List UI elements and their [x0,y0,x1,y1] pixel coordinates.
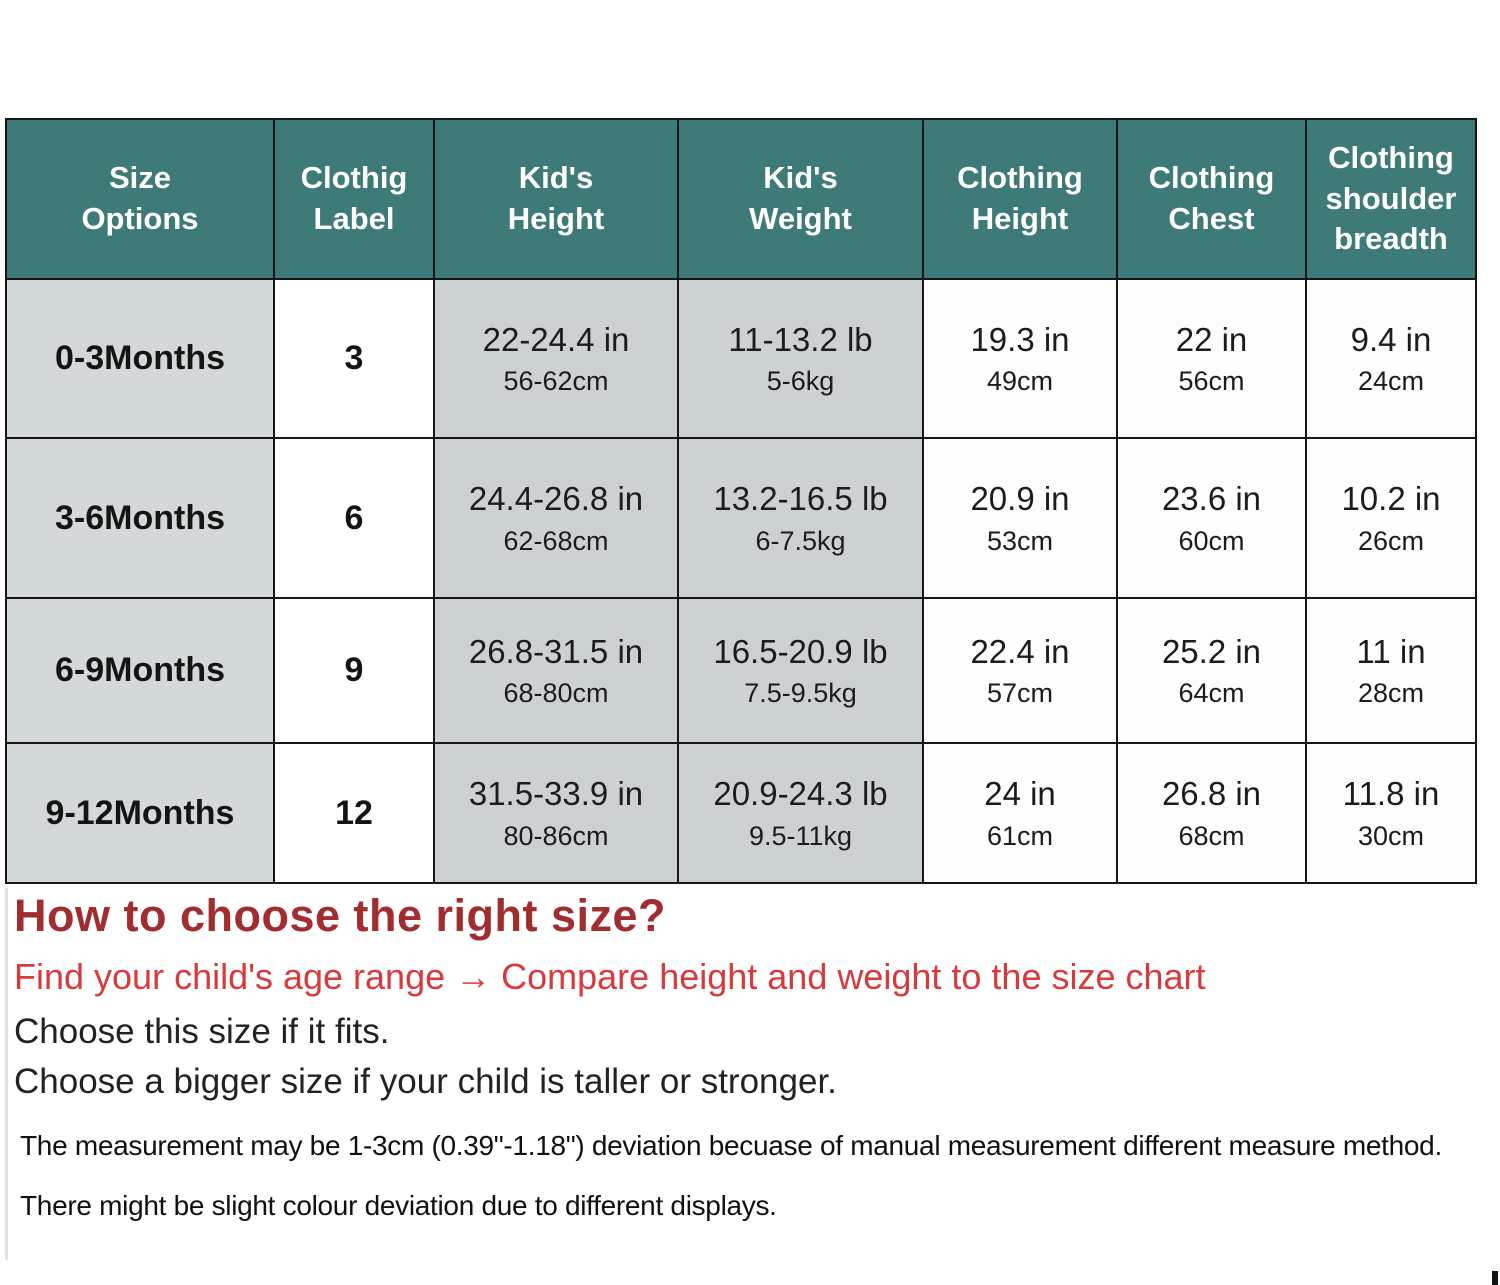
cell-clothing-height: 20.9 in 53cm [922,437,1118,599]
cell-secondary-text: 68-80cm [503,678,609,709]
cell-secondary-text: 26cm [1357,525,1425,556]
column-header-clothing-chest: Clothing Chest [1116,118,1307,280]
cell-primary-text: 11 in [1356,632,1426,670]
cell-primary-text: 11-13.2 lb [728,320,873,358]
column-header-kids-weight: Kid's Weight [677,118,924,280]
cell-primary-text: 31.5-33.9 in [468,775,644,812]
cell-clothing-label: 9 [273,597,435,744]
corner-artifact [1492,1271,1498,1285]
cell-secondary-text: 56-62cm [503,366,609,397]
cell-primary-text: 22-24.4 in [482,320,630,358]
cell-size-option: 9-12Months [5,742,275,884]
cell-primary-text: 19.3 in [970,320,1070,358]
cell-kids-weight: 16.5-20.9 lb 7.5-9.5kg [677,597,924,744]
column-header-shoulder-breadth: Clothing shoulder breadth [1305,118,1477,280]
cell-clothing-chest: 25.2 in 64cm [1116,597,1307,744]
cell-secondary-text: 24cm [1357,366,1425,397]
cell-clothing-chest: 23.6 in 60cm [1116,437,1307,599]
cell-primary-text: 25.2 in [1161,632,1262,670]
cell-secondary-text: 5-6kg [766,366,835,397]
cell-kids-height: 31.5-33.9 in 80-86cm [433,742,679,884]
cell-secondary-text: 61cm [986,820,1054,851]
cell-secondary-text: 60cm [1178,525,1245,556]
cell-secondary-text: 64cm [1178,678,1245,709]
left-edge-artifact [5,888,8,1260]
cell-shoulder-breadth: 11.8 in 30cm [1305,742,1477,884]
cell-secondary-text: 7.5-9.5kg [744,678,857,709]
notes-subheading: Find your child's age range → Compare he… [14,956,1206,997]
cell-secondary-text: 6-7.5kg [755,525,846,556]
cell-primary-text: 20.9 in [970,480,1070,517]
cell-shoulder-breadth: 9.4 in 24cm [1305,278,1477,439]
table-row: 3-6Months 6 24.4-26.8 in 62-68cm 13.2-16… [5,437,1477,599]
notes-disclaimer-measurement: The measurement may be 1-3cm (0.39"-1.18… [20,1130,1442,1161]
cell-primary-text: 26.8-31.5 in [468,632,644,670]
cell-kids-weight: 13.2-16.5 lb 6-7.5kg [677,437,924,599]
table-row: 0-3Months 3 22-24.4 in 56-62cm 11-13.2 l… [5,278,1477,439]
cell-kids-height: 22-24.4 in 56-62cm [433,278,679,439]
cell-secondary-text: 28cm [1357,678,1425,709]
notes-line-1: Choose this size if it fits. [14,1012,390,1051]
column-header-clothing-label: Clothig Label [273,118,435,280]
cell-kids-height: 26.8-31.5 in 68-80cm [433,597,679,744]
notes-heading: How to choose the right size? [14,890,667,941]
cell-size-option: 6-9Months [5,597,275,744]
cell-primary-text: 26.8 in [1161,775,1262,812]
cell-size-option: 3-6Months [5,437,275,599]
cell-primary-text: 24.4-26.8 in [468,480,644,517]
cell-clothing-label: 3 [273,278,435,439]
notes-line-2: Choose a bigger size if your child is ta… [14,1062,837,1101]
cell-clothing-label: 6 [273,437,435,599]
cell-kids-height: 24.4-26.8 in 62-68cm [433,437,679,599]
size-chart-table: Size Options Clothig Label Kid's Height … [5,118,1477,884]
cell-primary-text: 22 in [1175,320,1248,358]
cell-shoulder-breadth: 10.2 in 26cm [1305,437,1477,599]
cell-secondary-text: 68cm [1178,820,1245,851]
cell-clothing-height: 19.3 in 49cm [922,278,1118,439]
cell-primary-text: 9.4 in [1350,320,1432,358]
cell-secondary-text: 49cm [986,366,1054,397]
table-header-row: Size Options Clothig Label Kid's Height … [5,118,1477,280]
cell-primary-text: 13.2-16.5 lb [713,480,888,517]
cell-primary-text: 20.9-24.3 lb [713,775,888,812]
cell-primary-text: 16.5-20.9 lb [713,632,888,670]
cell-secondary-text: 30cm [1357,820,1425,851]
cell-kids-weight: 20.9-24.3 lb 9.5-11kg [677,742,924,884]
column-header-kids-height: Kid's Height [433,118,679,280]
cell-secondary-text: 53cm [986,525,1054,556]
cell-clothing-label: 12 [273,742,435,884]
cell-clothing-height: 22.4 in 57cm [922,597,1118,744]
table-row: 6-9Months 9 26.8-31.5 in 68-80cm 16.5-20… [5,597,1477,744]
cell-clothing-chest: 22 in 56cm [1116,278,1307,439]
cell-primary-text: 24 in [984,775,1056,812]
cell-secondary-text: 56cm [1178,366,1245,397]
cell-clothing-chest: 26.8 in 68cm [1116,742,1307,884]
cell-secondary-text: 62-68cm [503,525,609,556]
cell-primary-text: 10.2 in [1341,480,1441,517]
table-row: 9-12Months 12 31.5-33.9 in 80-86cm 20.9-… [5,742,1477,884]
column-header-clothing-height: Clothing Height [922,118,1118,280]
sizing-notes: How to choose the right size? Find your … [14,890,1496,1222]
cell-clothing-height: 24 in 61cm [922,742,1118,884]
cell-primary-text: 11.8 in [1342,775,1440,812]
notes-disclaimer-colour: There might be slight colour deviation d… [20,1190,777,1221]
cell-kids-weight: 11-13.2 lb 5-6kg [677,278,924,439]
cell-secondary-text: 80-86cm [503,820,609,851]
column-header-size-options: Size Options [5,118,275,280]
cell-primary-text: 23.6 in [1161,480,1262,517]
cell-size-option: 0-3Months [5,278,275,439]
cell-secondary-text: 9.5-11kg [748,820,853,851]
cell-shoulder-breadth: 11 in 28cm [1305,597,1477,744]
cell-secondary-text: 57cm [986,678,1054,709]
cell-primary-text: 22.4 in [970,632,1070,670]
